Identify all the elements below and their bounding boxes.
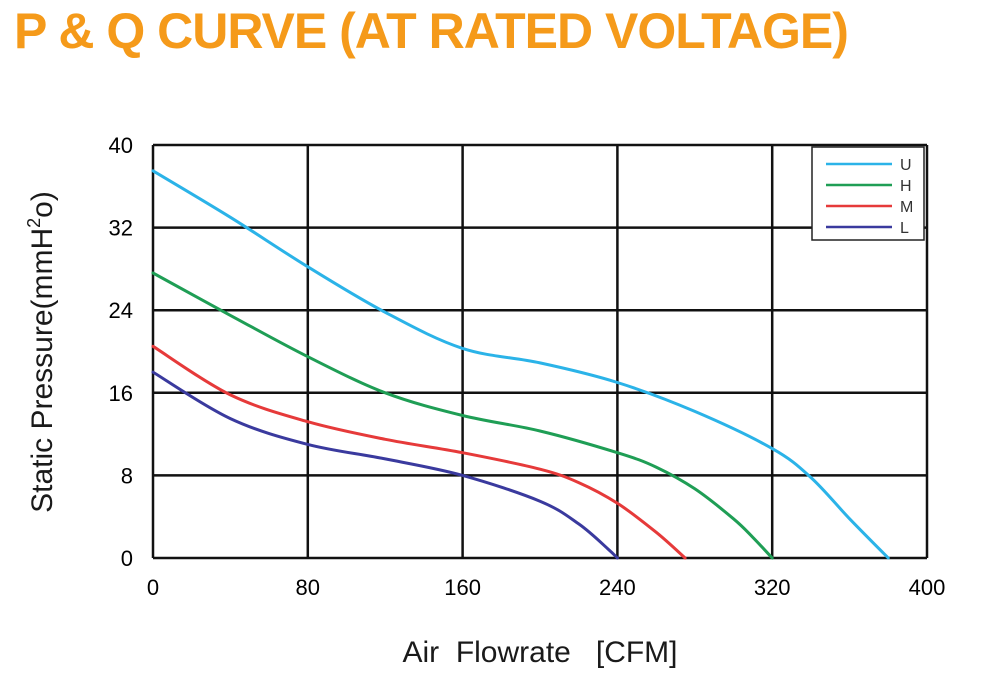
series-line-l — [151, 370, 619, 560]
x-axis-ticks: 0 80 160 240 320 400 — [147, 575, 945, 600]
y-tick-label: 40 — [109, 133, 133, 158]
legend-label: M — [900, 199, 913, 216]
y-tick-label: 24 — [109, 298, 133, 323]
series-curves — [151, 169, 890, 560]
legend-label: H — [900, 178, 912, 195]
x-tick-label: 400 — [909, 575, 946, 600]
legend-label: U — [900, 157, 912, 174]
x-tick-label: 80 — [296, 575, 320, 600]
y-tick-label: 0 — [121, 546, 133, 571]
y-tick-label: 8 — [121, 463, 133, 488]
y-axis-ticks: 0 8 16 24 32 40 — [109, 133, 133, 571]
y-tick-label: 32 — [109, 216, 133, 241]
grid-lines — [151, 143, 929, 560]
x-tick-label: 240 — [599, 575, 636, 600]
series-line-h — [151, 271, 774, 560]
y-axis-label: Static Pressure(mmH2o) — [24, 191, 59, 513]
chart-title: P & Q CURVE (AT RATED VOLTAGE) — [14, 3, 849, 59]
x-axis-label: Air Flowrate [CFM] — [402, 636, 677, 669]
x-tick-label: 320 — [754, 575, 791, 600]
y-tick-label: 16 — [109, 381, 133, 406]
x-tick-label: 160 — [444, 575, 481, 600]
series-line-u — [151, 169, 890, 560]
x-tick-label: 0 — [147, 575, 159, 600]
legend-label: L — [900, 220, 909, 237]
legend-box — [811, 146, 925, 241]
series-line-m — [151, 344, 687, 560]
